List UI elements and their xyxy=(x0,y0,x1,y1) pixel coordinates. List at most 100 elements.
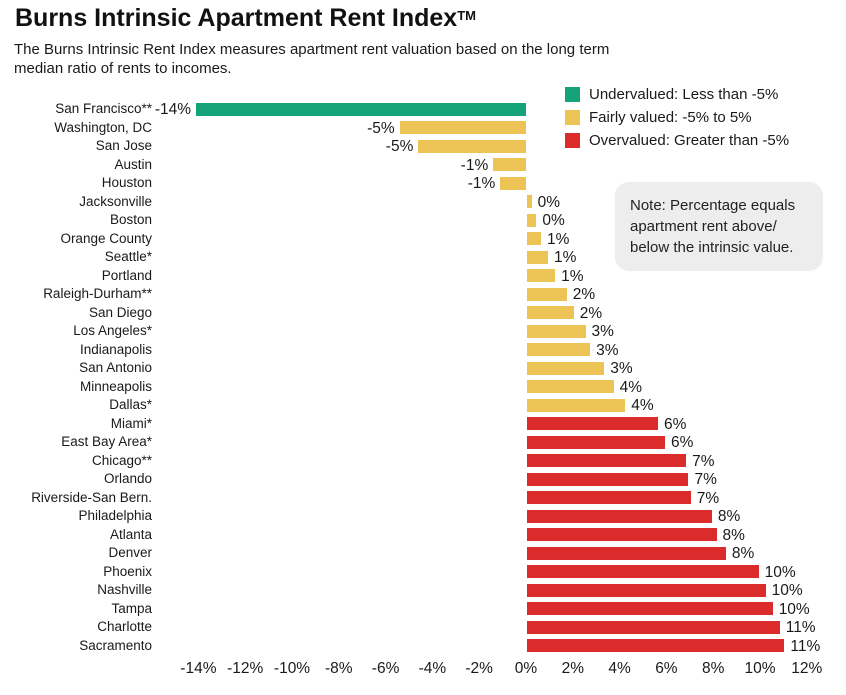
legend-item-fairly-valued: Fairly valued: -5% to 5% xyxy=(565,106,789,129)
x-axis-tick: -12% xyxy=(227,660,264,677)
value-label: 6% xyxy=(664,415,687,433)
value-bar xyxy=(527,509,712,523)
value-label: 3% xyxy=(596,341,619,359)
value-label: -5% xyxy=(385,138,414,155)
value-bar xyxy=(527,546,726,560)
legend-item-undervalued: Undervalued: Less than -5% xyxy=(565,83,789,106)
city-label: Charlotte xyxy=(97,619,152,634)
value-label: 10% xyxy=(764,563,796,581)
city-label: Orlando xyxy=(103,471,152,486)
chart-legend: Undervalued: Less than -5% Fairly valued… xyxy=(565,83,789,152)
city-label: San Diego xyxy=(88,304,152,320)
value-label: 8% xyxy=(717,508,741,525)
x-axis-tick: 10% xyxy=(744,660,776,677)
value-bar xyxy=(493,158,526,171)
chart-row: Raleigh-Durham** 2% xyxy=(0,285,846,304)
note-line: Note: Percentage equals xyxy=(630,197,796,214)
value-bar xyxy=(196,102,526,116)
chart-row: Miami* 6% xyxy=(0,415,846,434)
value-label: 10% xyxy=(778,600,810,618)
city-label: Raleigh-Durham** xyxy=(43,286,152,301)
x-axis-tick: 8% xyxy=(701,660,725,677)
legend-item-overvalued: Overvalued: Greater than -5% xyxy=(565,129,789,152)
value-label: 4% xyxy=(631,397,654,414)
undervalued-swatch-icon xyxy=(565,87,580,102)
value-label: -14% xyxy=(154,101,192,118)
chart-row: San Diego 2% xyxy=(0,304,846,323)
chart-row: Charlotte 11% xyxy=(0,618,846,637)
city-label: Indianapolis xyxy=(79,341,152,357)
value-label: -1% xyxy=(460,156,489,174)
city-label: Minneapolis xyxy=(79,378,152,394)
city-label: Philadelphia xyxy=(78,508,152,523)
x-axis-tick: -10% xyxy=(273,660,311,677)
value-bar xyxy=(527,417,659,430)
value-bar xyxy=(527,195,532,208)
bar-chart: San Francisco** -14% Washington, DC -5% San … xyxy=(0,100,846,656)
value-bar xyxy=(527,528,717,541)
value-bar xyxy=(527,269,556,282)
chart-row: Indianapolis 3% xyxy=(0,341,846,360)
value-bar xyxy=(527,435,666,449)
x-axis-tick: -2% xyxy=(465,660,493,677)
city-label: San Antonio xyxy=(79,360,152,375)
chart-row: San Jose -5% xyxy=(0,137,846,156)
chart-row: Denver 8% xyxy=(0,544,846,563)
city-label: Nashville xyxy=(97,582,152,597)
chart-row: Los Angeles* 3% xyxy=(0,322,846,341)
value-label: 8% xyxy=(722,526,745,544)
x-axis-tick: 2% xyxy=(561,660,584,677)
chart-row: Orange County 1% xyxy=(0,230,846,249)
value-label: 0% xyxy=(542,212,565,229)
value-label: 2% xyxy=(579,304,603,322)
legend-item-label: Undervalued: Less than -5% xyxy=(589,86,779,103)
x-axis-tick: -8% xyxy=(325,660,353,677)
chart-row: Washington, DC -5% xyxy=(0,119,846,138)
value-label: 3% xyxy=(610,360,633,377)
value-label: -1% xyxy=(467,175,496,192)
value-bar xyxy=(527,602,773,615)
value-bar xyxy=(527,306,574,319)
value-bar xyxy=(500,176,526,190)
chart-row: Philadelphia 8% xyxy=(0,507,846,526)
value-bar xyxy=(527,454,687,467)
value-bar xyxy=(527,491,691,504)
chart-row: Phoenix 10% xyxy=(0,563,846,582)
chart-row: Nashville 10% xyxy=(0,581,846,600)
value-bar xyxy=(527,398,626,412)
x-axis-tick: 0% xyxy=(514,660,538,677)
value-label: 0% xyxy=(537,193,561,211)
value-label: 1% xyxy=(561,267,584,285)
value-label: 7% xyxy=(692,452,715,470)
chart-subtitle: The Burns Intrinsic Rent Index measures … xyxy=(14,41,610,77)
city-label: Denver xyxy=(108,545,152,560)
city-label: Dallas* xyxy=(109,397,152,412)
x-axis-tick: -6% xyxy=(371,660,400,677)
city-label: Jacksonville xyxy=(79,193,152,209)
city-label: Tampa xyxy=(111,600,152,616)
note-line: apartment rent above/ xyxy=(630,218,777,235)
value-bar xyxy=(527,565,759,578)
value-label: 11% xyxy=(785,619,816,636)
chart-row: Boston 0% xyxy=(0,211,846,230)
value-bar xyxy=(527,361,605,375)
x-axis-tick: 4% xyxy=(608,660,631,677)
value-bar xyxy=(527,472,689,486)
value-bar xyxy=(527,583,766,597)
city-label: Riverside-San Bern. xyxy=(31,489,152,505)
value-label: 6% xyxy=(671,434,694,451)
chart-row: Jacksonville 0% xyxy=(0,193,846,212)
value-label: 3% xyxy=(591,323,614,340)
chart-row: San Francisco** -14% xyxy=(0,100,846,119)
city-label: East Bay Area* xyxy=(61,434,152,449)
city-label: Portland xyxy=(101,267,152,283)
value-bar xyxy=(527,324,586,338)
value-bar xyxy=(527,343,591,356)
city-label: Houston xyxy=(101,175,152,190)
x-axis-tick: -4% xyxy=(418,660,447,677)
city-label: Chicago** xyxy=(91,452,152,468)
value-label: 8% xyxy=(731,545,755,562)
chart-row: Tampa 10% xyxy=(0,600,846,619)
value-label: -5% xyxy=(367,119,395,137)
